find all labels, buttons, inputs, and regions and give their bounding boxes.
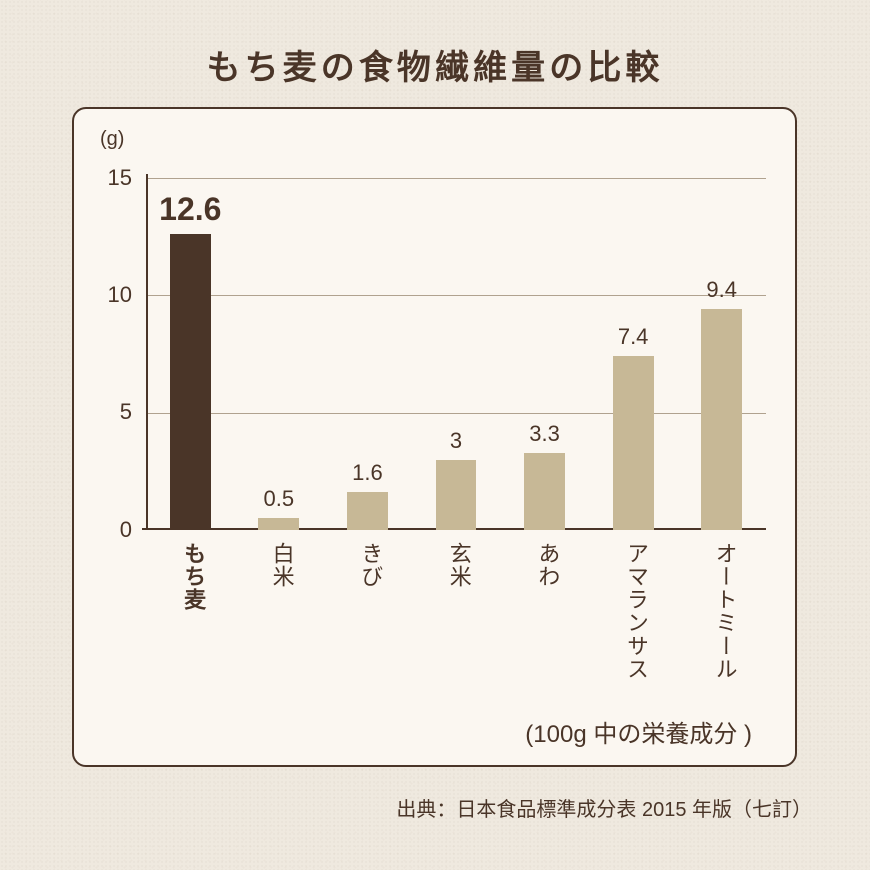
bar-value-label: 1.6	[323, 460, 412, 486]
bar-category-label: あわ	[531, 542, 563, 588]
bar	[347, 492, 388, 530]
bar-value-label: 3	[412, 428, 501, 454]
bar-category-label: オートミール	[709, 542, 741, 681]
chart-title: もち麦の食物繊維量の比較	[0, 40, 870, 89]
gridline	[146, 178, 766, 179]
bar-value-label: 0.5	[235, 486, 324, 512]
bar-category-label: もち麦	[177, 542, 209, 611]
bar	[701, 309, 742, 530]
y-tick-label: 15	[92, 165, 132, 191]
bar-category-label: アマランサス	[620, 542, 652, 681]
bar-category-label: 白米	[266, 542, 298, 588]
bar	[524, 453, 565, 530]
bar-value-label: 12.6	[146, 191, 235, 228]
bar-value-label: 9.4	[677, 277, 766, 303]
bar-category-label: 玄米	[443, 542, 475, 588]
bar-value-label: 3.3	[500, 421, 589, 447]
y-unit-label: (g)	[100, 128, 124, 151]
bar	[436, 460, 477, 530]
bar-category-label: きび	[354, 542, 386, 588]
bar-value-label: 7.4	[589, 324, 678, 350]
y-tick-label: 0	[92, 517, 132, 543]
source-citation: 出典：日本食品標準成分表 2015 年版（七訂）	[396, 793, 812, 822]
y-tick-label: 10	[92, 282, 132, 308]
bar	[170, 234, 211, 530]
chart-subtitle: (100g 中の栄養成分 )	[525, 714, 752, 749]
gridline	[146, 413, 766, 414]
bar-chart: 05101512.6もち麦0.5白米1.6きび3玄米3.3あわ7.4アマランサス…	[146, 178, 766, 530]
bar	[258, 518, 299, 530]
gridline	[146, 295, 766, 296]
bar	[613, 356, 654, 530]
plot-area: 05101512.6もち麦0.5白米1.6きび3玄米3.3あわ7.4アマランサス…	[146, 178, 766, 530]
y-tick-label: 5	[92, 399, 132, 425]
